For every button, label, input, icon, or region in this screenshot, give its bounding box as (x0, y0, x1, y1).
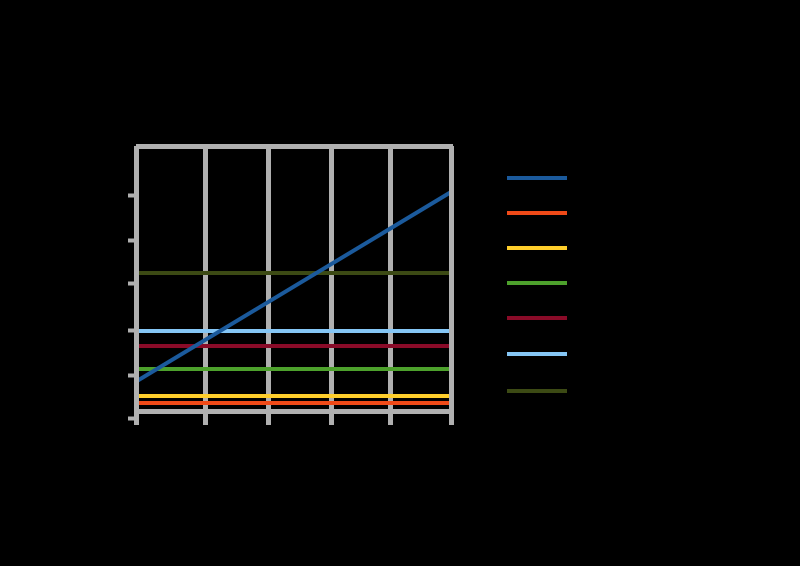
series-line-1 (135, 190, 453, 383)
axis-spines (134, 144, 454, 414)
y-axis-ticks (128, 193, 136, 421)
data-series-group (135, 190, 453, 405)
x-axis-ticks (134, 412, 454, 425)
plot-background (136, 146, 453, 412)
legend (507, 176, 567, 393)
